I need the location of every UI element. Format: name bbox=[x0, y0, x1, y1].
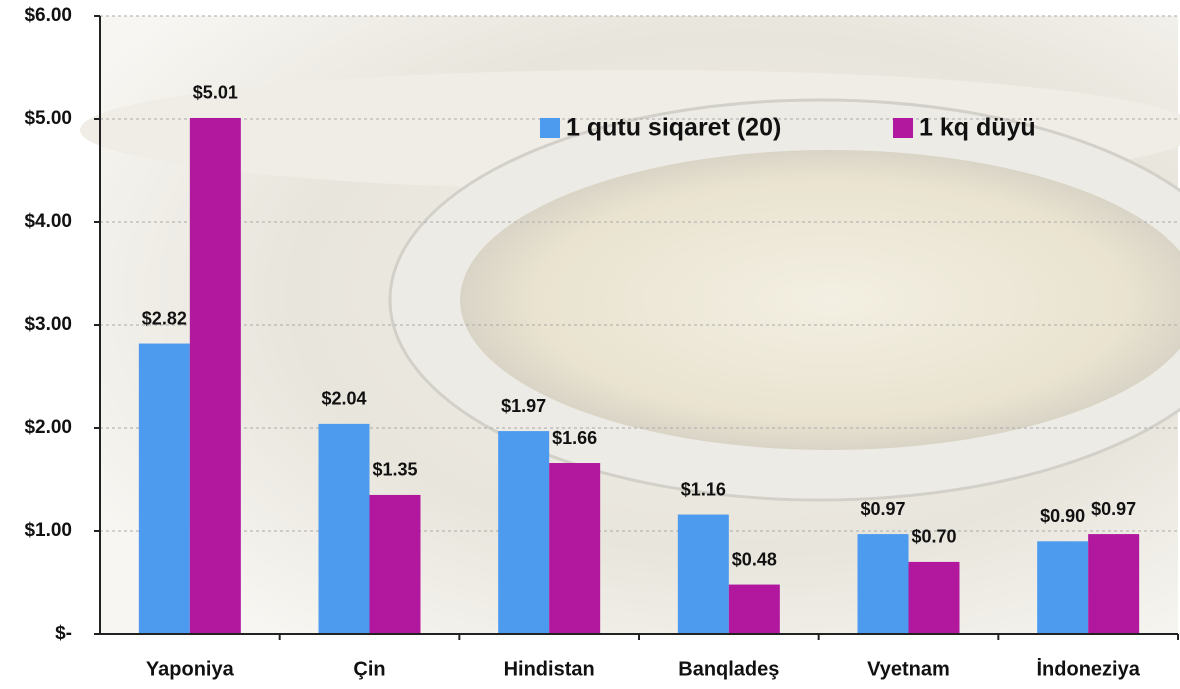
rice bbox=[460, 150, 1180, 450]
legend-label: 1 kq düyü bbox=[919, 114, 1036, 142]
bar bbox=[908, 561, 960, 634]
legend-swatch bbox=[893, 118, 913, 138]
value-label: $0.90 bbox=[1040, 506, 1085, 526]
bar bbox=[498, 431, 550, 634]
bar bbox=[189, 117, 241, 635]
value-label: $2.82 bbox=[142, 308, 187, 328]
bar bbox=[369, 494, 421, 634]
value-label: $1.97 bbox=[501, 396, 546, 416]
bar bbox=[549, 463, 601, 634]
bar bbox=[138, 343, 190, 634]
bar bbox=[728, 584, 780, 634]
value-label: $0.97 bbox=[860, 499, 905, 519]
bar bbox=[677, 514, 729, 634]
x-tick-label: İndoneziya bbox=[1036, 657, 1140, 680]
value-label: $0.97 bbox=[1091, 499, 1136, 519]
bar bbox=[1088, 534, 1140, 634]
value-label: $0.48 bbox=[732, 549, 777, 569]
y-tick-label: $2.00 bbox=[24, 417, 72, 438]
x-tick-label: Çin bbox=[353, 658, 385, 680]
bar bbox=[857, 534, 909, 634]
value-label: $5.01 bbox=[193, 83, 238, 103]
x-tick-label: Vyetnam bbox=[867, 658, 950, 680]
y-tick-label: $- bbox=[55, 623, 72, 644]
y-tick-label: $1.00 bbox=[24, 520, 72, 541]
y-tick-label: $6.00 bbox=[24, 5, 72, 26]
bar bbox=[318, 423, 370, 634]
value-label: $1.66 bbox=[552, 428, 597, 448]
legend-swatch bbox=[540, 118, 560, 138]
value-label: $0.70 bbox=[911, 527, 956, 547]
legend-label: 1 qutu siqaret (20) bbox=[566, 114, 781, 142]
y-tick-label: $4.00 bbox=[24, 211, 72, 232]
bar bbox=[1037, 541, 1089, 634]
y-tick-label: $5.00 bbox=[24, 108, 72, 129]
x-tick-label: Hindistan bbox=[504, 658, 595, 680]
value-label: $1.35 bbox=[372, 460, 417, 480]
x-tick-label: Banqladeş bbox=[678, 658, 779, 680]
value-label: $1.16 bbox=[681, 479, 726, 499]
value-label: $2.04 bbox=[321, 389, 366, 409]
x-tick-label: Yaponiya bbox=[146, 658, 235, 680]
y-tick-label: $3.00 bbox=[24, 314, 72, 335]
